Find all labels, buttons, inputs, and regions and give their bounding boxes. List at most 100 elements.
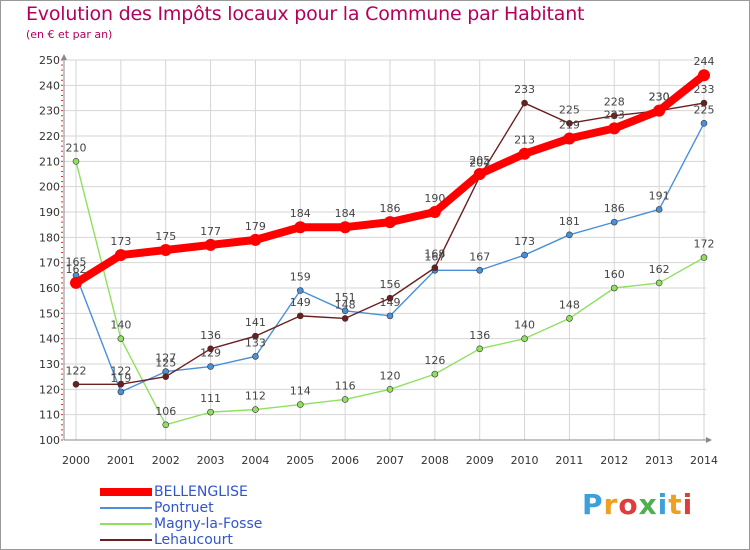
data-point (521, 251, 528, 259)
data-point (610, 284, 618, 292)
data-label: 175 (155, 230, 176, 243)
data-point (252, 353, 259, 360)
data-point (204, 238, 217, 251)
logo-letter: r (603, 488, 619, 521)
x-tick-label: 2008 (421, 454, 449, 467)
series-magny-la-fosse: 210 140 106 111 112 114 116 120 126 136 140 148 160 1… (66, 141, 715, 429)
y-tick-label: 250 (39, 54, 60, 67)
data-label: 136 (469, 329, 490, 342)
y-tick-label: 110 (39, 409, 60, 422)
data-point (252, 406, 259, 413)
proxiti-logo: Proxiti (582, 488, 693, 521)
data-point (252, 332, 259, 340)
data-label: 162 (66, 263, 87, 276)
data-label: 168 (424, 248, 445, 261)
data-label: 165 (66, 255, 87, 268)
data-point (428, 206, 441, 218)
data-point (207, 345, 214, 353)
data-point (249, 233, 262, 246)
y-tick-label: 190 (39, 206, 60, 219)
data-point (72, 158, 80, 165)
data-point (566, 231, 573, 239)
x-tick-label: 2000 (62, 454, 90, 467)
data-point (655, 206, 663, 213)
data-label: 172 (694, 238, 715, 251)
data-point (162, 421, 170, 429)
y-tick-label: 150 (39, 307, 60, 320)
y-axis-arrow (61, 54, 67, 60)
chart-subtitle: (en € et par an) (26, 28, 113, 41)
data-label: 230 (649, 91, 670, 104)
x-axis-arrow (706, 437, 712, 443)
data-point (207, 363, 214, 370)
data-label: 213 (514, 134, 535, 147)
legend-label: Lehaucourt (154, 532, 233, 548)
data-point (473, 168, 486, 180)
data-label: 173 (110, 235, 131, 248)
data-point (521, 335, 528, 342)
data-label: 184 (335, 207, 356, 220)
data-label: 120 (380, 369, 401, 382)
data-point (518, 147, 531, 160)
data-label: 167 (424, 250, 445, 263)
data-label: 129 (200, 347, 221, 360)
y-tick-label: 200 (39, 181, 60, 194)
data-label: 140 (110, 319, 131, 332)
logo-letter: i (657, 488, 669, 521)
data-label: 173 (514, 235, 535, 248)
data-label: 233 (694, 83, 715, 96)
data-label: 156 (380, 278, 401, 291)
data-label: 126 (424, 354, 445, 367)
logo-letter: t (668, 488, 683, 521)
data-point (700, 99, 708, 107)
legend-label: Magny-la-Fosse (154, 516, 263, 532)
y-tick-label: 170 (39, 257, 60, 270)
data-point (608, 122, 621, 135)
data-point (566, 120, 573, 127)
x-tick-label: 2009 (466, 454, 494, 467)
data-point (117, 388, 125, 396)
data-point (296, 312, 304, 320)
x-tick-label: 2011 (555, 454, 583, 467)
legend-item: Pontruet (100, 500, 262, 516)
x-tick-label: 2005 (286, 454, 314, 467)
data-point (159, 244, 172, 256)
y-tick-label: 160 (39, 282, 60, 295)
x-tick-label: 2007 (376, 454, 404, 467)
logo-letter: i (682, 488, 694, 521)
y-tick-label: 140 (39, 333, 60, 346)
legend-label: Pontruet (154, 500, 214, 516)
data-point (72, 380, 80, 388)
data-label: 228 (604, 96, 625, 109)
logo-letter: o (618, 488, 639, 521)
data-label: 160 (604, 268, 625, 281)
data-point (386, 312, 394, 320)
y-tick-label: 230 (39, 105, 60, 118)
data-label: 148 (559, 298, 580, 311)
data-label: 149 (380, 296, 401, 309)
data-label: 140 (514, 319, 535, 332)
data-point (70, 276, 82, 289)
data-label: 181 (559, 215, 580, 228)
legend-swatch (100, 507, 152, 509)
data-label: 162 (649, 263, 670, 276)
data-label: 149 (290, 296, 311, 309)
data-label: 122 (110, 364, 131, 377)
data-label: 233 (514, 83, 535, 96)
data-label: 141 (245, 316, 266, 329)
data-point (566, 315, 573, 322)
y-tick-label: 240 (39, 79, 60, 92)
data-label: 179 (245, 220, 266, 233)
data-label: 148 (335, 298, 356, 311)
data-point (162, 373, 170, 380)
y-tick-label: 180 (39, 231, 60, 244)
legend-swatch (100, 523, 152, 525)
data-point (610, 218, 618, 226)
legend-item: Magny-la-Fosse (100, 516, 262, 532)
data-label: 219 (559, 119, 580, 132)
data-point (698, 69, 710, 82)
data-label: 210 (66, 141, 87, 154)
data-label: 119 (110, 372, 131, 385)
